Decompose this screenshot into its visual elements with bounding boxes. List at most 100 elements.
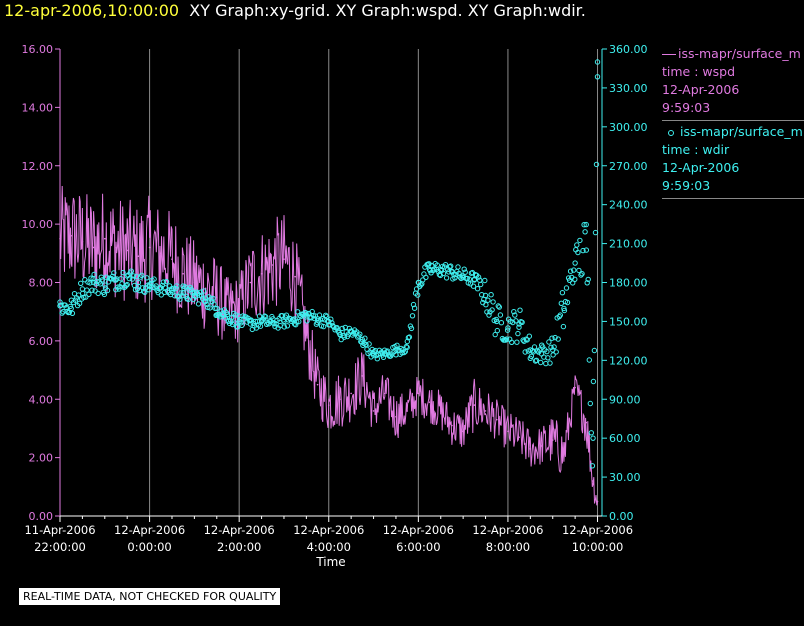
wdir-point [504, 327, 511, 333]
x-axis-title: Time [315, 555, 345, 569]
wdir-point [188, 286, 195, 293]
wdir-point [423, 274, 429, 281]
wdir-series-scatter [57, 74, 601, 469]
left-tick-label: 16.00 [22, 43, 54, 56]
wdir-point [448, 263, 454, 269]
wdir-point [210, 295, 216, 302]
wdir-point [408, 325, 415, 332]
wdir-point [452, 275, 458, 281]
wdir-point [163, 278, 170, 285]
line-swatch-icon [662, 54, 676, 55]
wdir-point [311, 315, 317, 322]
wdir-point [214, 305, 220, 312]
wdir-point [350, 330, 357, 336]
wdir-point [511, 309, 517, 315]
wdir-point [522, 349, 528, 355]
wdir-point [89, 287, 95, 293]
wdir-point [495, 303, 501, 309]
wdir-point [78, 280, 84, 286]
wdir-point [593, 161, 600, 168]
right-tick-label: 60.00 [609, 432, 641, 445]
right-tick-label: 120.00 [609, 354, 648, 367]
wdir-point [273, 321, 279, 327]
wdir-point [577, 237, 583, 244]
wdir-point [497, 312, 504, 318]
left-tick-label: 8.00 [29, 277, 54, 290]
left-tick-label: 14.00 [22, 101, 54, 114]
wdir-point [492, 331, 498, 338]
wdir-point [224, 311, 231, 318]
wdir-point [62, 302, 68, 308]
wdir-point [475, 274, 482, 280]
x-tick-label-date: 11-Apr-2006 [24, 523, 95, 537]
wdir-point [483, 302, 489, 308]
wdir-point [488, 292, 494, 298]
right-axis-wdir: 0.00 30.00 60.00 90.00 120.00 150.00 180.00 210… [601, 43, 648, 523]
wdir-point [583, 221, 589, 228]
wdir-point [124, 281, 130, 288]
right-tick-label: 180.00 [609, 277, 648, 290]
legend-wdir-time: 9:59:03 [662, 178, 711, 193]
wdir-point [128, 268, 135, 274]
wdir-point [310, 312, 316, 319]
wdir-point [489, 307, 495, 313]
wdir-point [409, 313, 416, 319]
wdir-point [552, 334, 558, 341]
wdir-point [339, 325, 345, 332]
wdir-point [590, 378, 597, 385]
wspd-point [182, 272, 184, 275]
wdir-point [559, 290, 566, 296]
wdir-point [583, 247, 590, 253]
wdir-point [403, 343, 409, 350]
wspd-point [372, 410, 375, 412]
wdir-point [284, 323, 291, 329]
right-tick-label: 90.00 [609, 393, 641, 406]
wdir-point [498, 320, 505, 326]
wdir-point [76, 300, 83, 307]
right-tick-label: 0.00 [609, 510, 634, 523]
wdir-point [547, 360, 553, 366]
wdir-point [479, 292, 485, 298]
wdir-point [201, 288, 207, 294]
wdir-point [587, 400, 593, 407]
wdir-point [586, 357, 592, 363]
wdir-point [545, 355, 551, 361]
x-tick-label-date: 12-Apr-2006 [293, 523, 364, 537]
wdir-point [560, 323, 567, 330]
legend: iss-mapr/surface_m time : wspd 12-Apr-20… [662, 45, 804, 201]
wdir-point [594, 59, 601, 65]
wdir-point [431, 266, 437, 272]
legend-wspd-source: iss-mapr/surface_m [678, 46, 801, 61]
wdir-point [57, 299, 63, 305]
wdir-point [442, 262, 449, 268]
wdir-point [99, 277, 106, 283]
wspd-point [204, 287, 207, 290]
wdir-point [578, 272, 584, 278]
wdir-point [329, 320, 335, 326]
wdir-point [579, 271, 585, 277]
wdir-point [591, 347, 598, 354]
wdir-point [202, 295, 209, 301]
wdir-point [585, 276, 591, 283]
wdir-point [290, 316, 297, 322]
x-tick-label-date: 12-Apr-2006 [562, 523, 633, 537]
wdir-point [486, 312, 492, 318]
right-tick-label: 330.00 [609, 82, 648, 95]
wdir-point [97, 281, 104, 287]
wdir-point [198, 293, 205, 299]
wdir-point [118, 276, 124, 282]
legend-entry-wspd: iss-mapr/surface_m time : wspd 12-Apr-20… [662, 45, 804, 121]
wdir-point [66, 309, 73, 315]
wdir-point [418, 282, 424, 288]
x-tick-label-date: 12-Apr-2006 [383, 523, 454, 537]
wdir-point [581, 222, 587, 228]
legend-wspd-date: 12-Apr-2006 [662, 82, 740, 97]
wdir-point [555, 336, 561, 342]
wdir-point [272, 323, 278, 330]
wdir-point [69, 310, 76, 316]
left-axis-wspd: 0.00 2.00 4.00 6.00 8.00 10.00 12.00 14.00 16.00 [22, 43, 61, 523]
wdir-point [148, 280, 154, 286]
wdir-point [509, 339, 515, 345]
wdir-point [592, 229, 599, 236]
